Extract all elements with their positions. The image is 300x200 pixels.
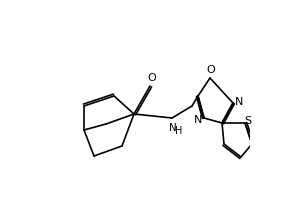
Text: O: O: [207, 65, 215, 75]
Text: N: N: [234, 97, 243, 107]
Text: H: H: [175, 126, 182, 136]
Text: N: N: [194, 115, 202, 125]
Text: S: S: [244, 116, 251, 126]
Text: N: N: [169, 123, 177, 133]
Text: O: O: [148, 73, 156, 83]
